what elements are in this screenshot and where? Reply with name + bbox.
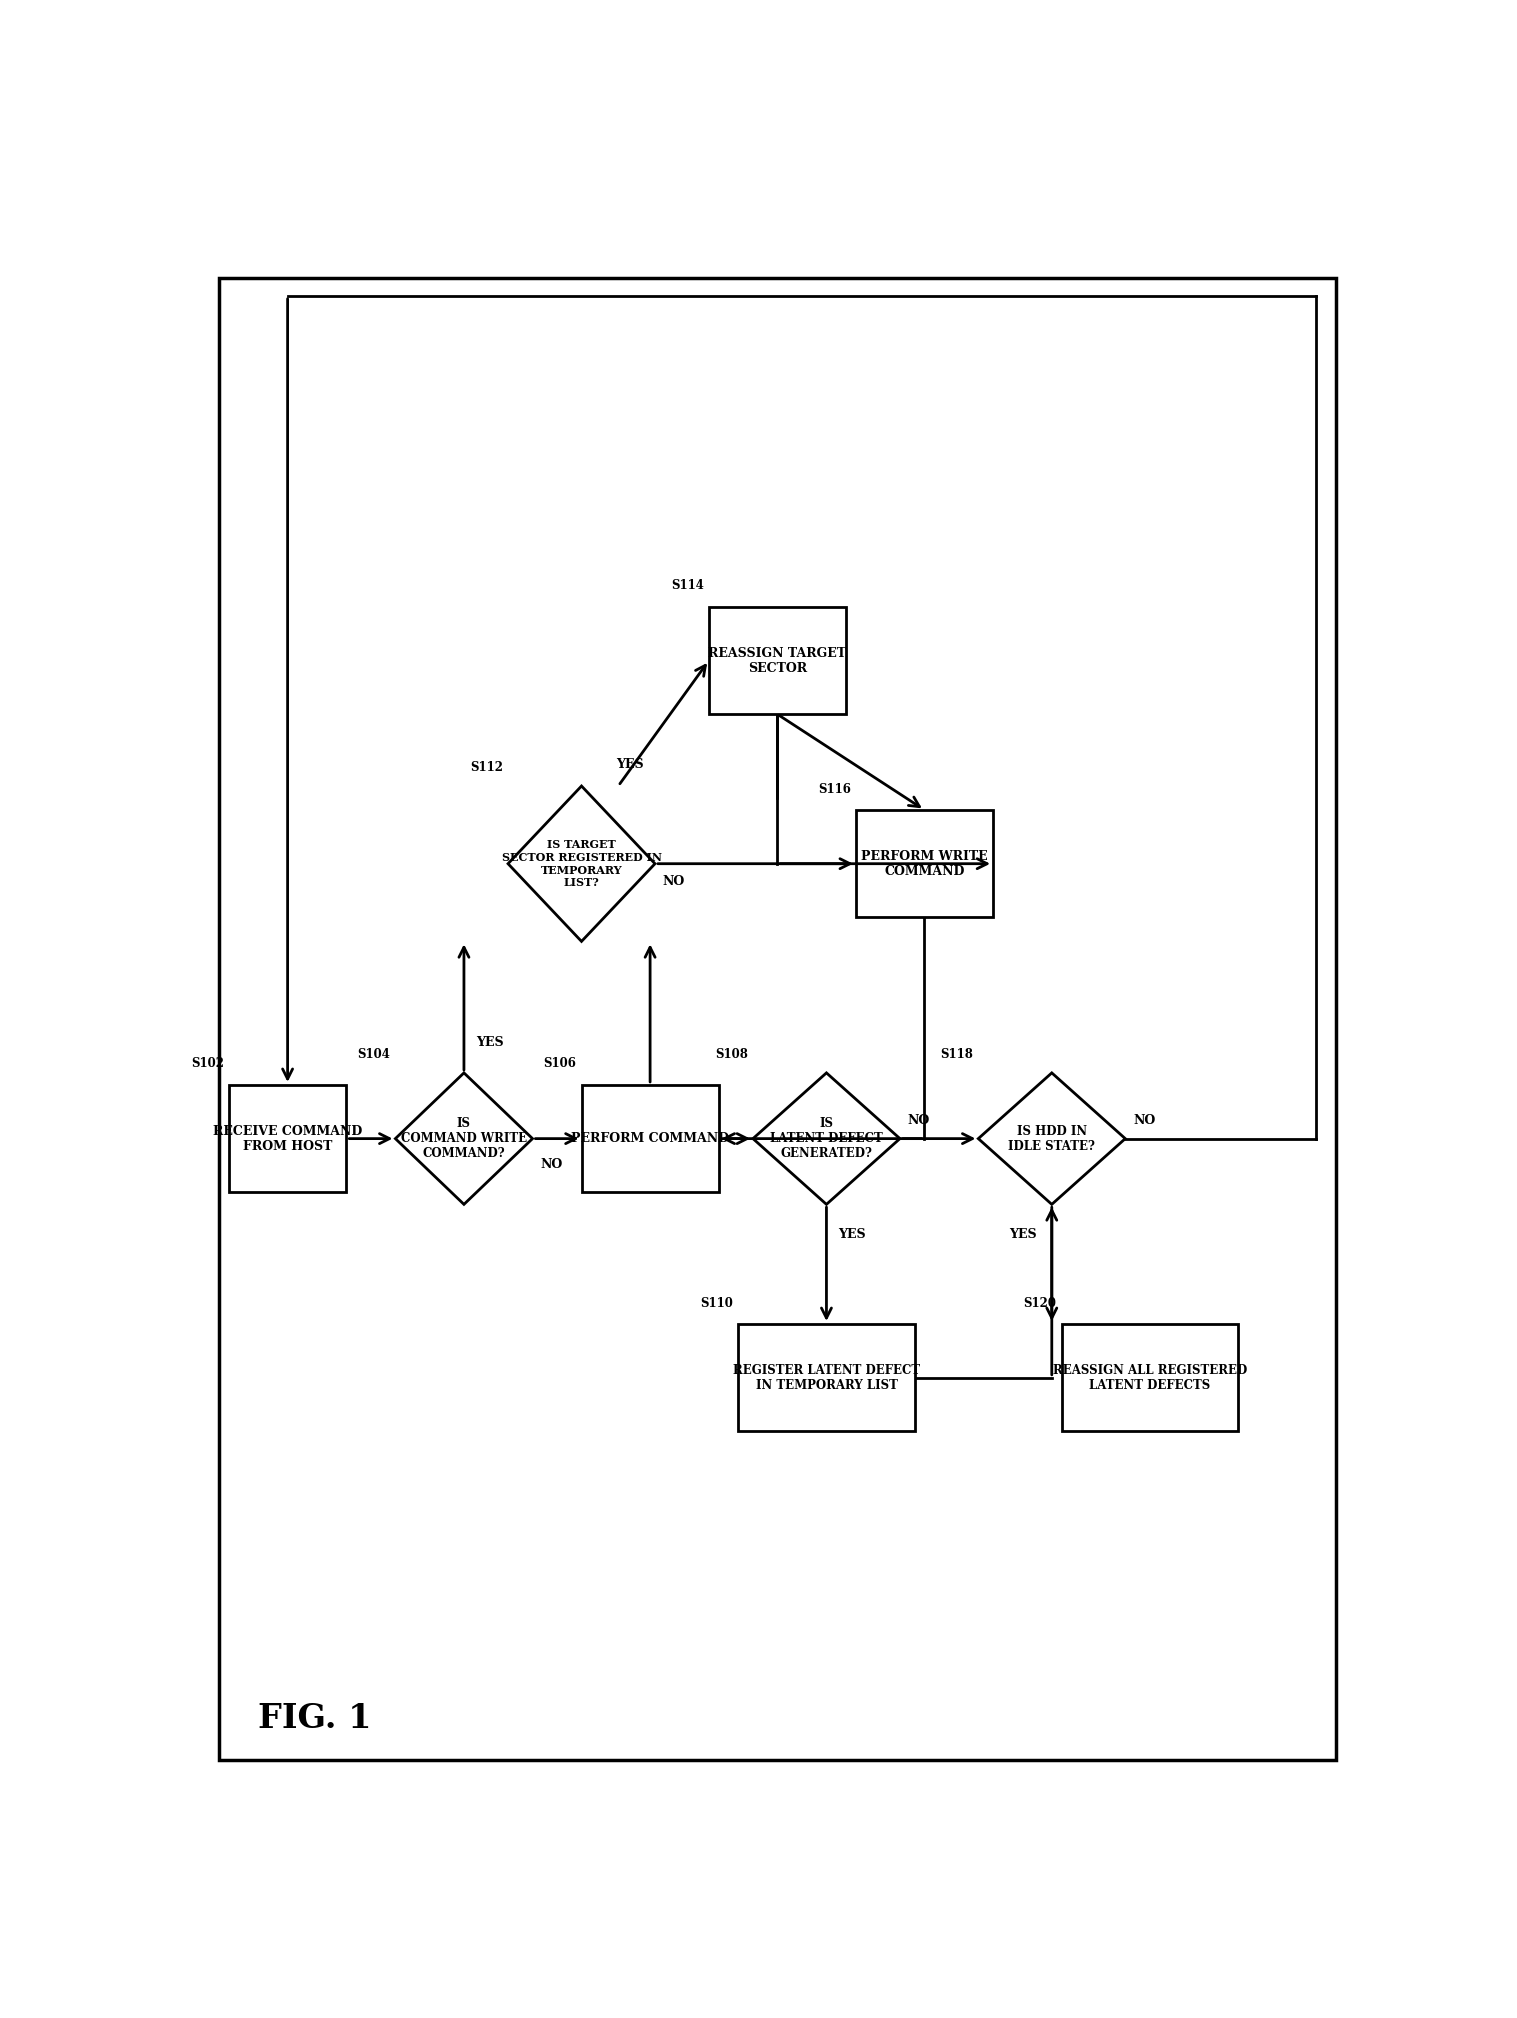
Bar [229,1086,346,1193]
Text: REGISTER LATENT DEFECT
IN TEMPORARY LIST: REGISTER LATENT DEFECT IN TEMPORARY LIST [733,1364,919,1392]
Text: IS TARGET
SECTOR REGISTERED IN
TEMPORARY
LIST?: IS TARGET SECTOR REGISTERED IN TEMPORARY… [502,839,661,888]
Text: NO: NO [663,876,686,888]
Bar [581,1086,719,1193]
Text: S102: S102 [191,1057,225,1070]
Polygon shape [508,787,655,942]
Text: S110: S110 [701,1296,733,1310]
Text: REASSIGN TARGET
SECTOR: REASSIGN TARGET SECTOR [708,646,846,674]
Text: NO: NO [540,1158,563,1170]
Bar [1062,1324,1238,1431]
Text: S112: S112 [470,761,504,775]
Text: IS HDD IN
IDLE STATE?: IS HDD IN IDLE STATE? [1009,1124,1095,1152]
Text: YES: YES [1009,1227,1038,1241]
Text: YES: YES [839,1227,866,1241]
Polygon shape [978,1074,1126,1205]
Text: S106: S106 [543,1057,576,1070]
Text: S104: S104 [358,1047,390,1061]
Text: NO: NO [907,1114,930,1128]
Text: YES: YES [476,1037,504,1049]
Bar [708,607,846,714]
Text: PERFORM COMMAND: PERFORM COMMAND [570,1132,730,1144]
Text: FIG. 1: FIG. 1 [258,1701,372,1735]
Text: IS
COMMAND WRITE
COMMAND?: IS COMMAND WRITE COMMAND? [400,1118,526,1160]
Text: YES: YES [616,759,643,771]
Text: REASSIGN ALL REGISTERED
LATENT DEFECTS: REASSIGN ALL REGISTERED LATENT DEFECTS [1053,1364,1247,1392]
Text: S120: S120 [1024,1296,1057,1310]
Text: S114: S114 [671,579,704,593]
Polygon shape [752,1074,900,1205]
Text: S118: S118 [941,1047,974,1061]
Polygon shape [396,1074,532,1205]
Bar [856,809,994,918]
Text: PERFORM WRITE
COMMAND: PERFORM WRITE COMMAND [862,850,988,878]
Text: S116: S116 [818,783,851,795]
Text: IS
LATENT DEFECT
GENERATED?: IS LATENT DEFECT GENERATED? [771,1118,883,1160]
Text: RECEIVE COMMAND
FROM HOST: RECEIVE COMMAND FROM HOST [212,1124,363,1152]
Bar [739,1324,915,1431]
Text: S108: S108 [715,1047,748,1061]
Text: NO: NO [1133,1114,1156,1128]
